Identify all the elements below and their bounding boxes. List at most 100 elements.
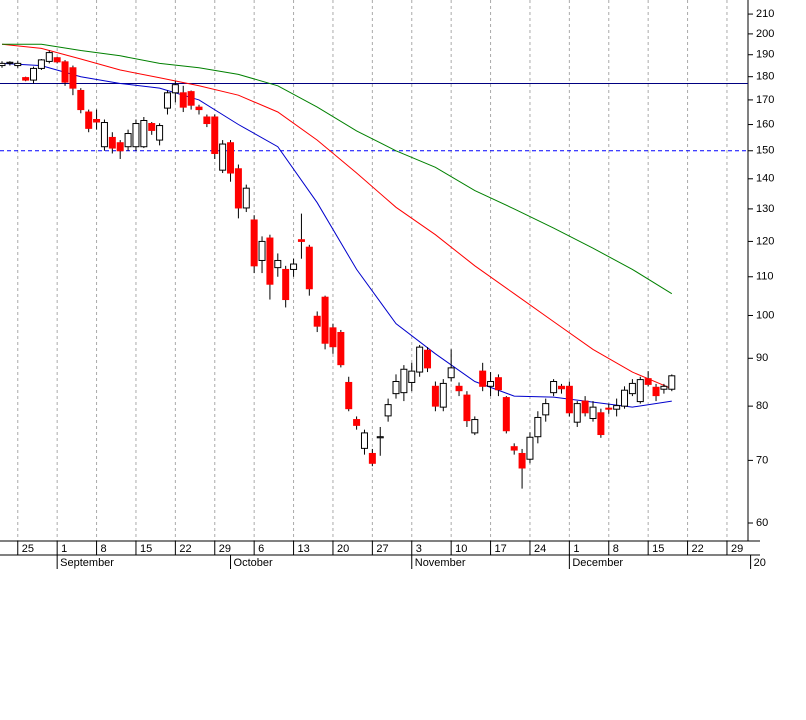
- x-tick-label: 1: [573, 543, 579, 555]
- candle-body: [652, 386, 660, 397]
- candle-body: [195, 106, 203, 111]
- candle-body: [0, 62, 6, 67]
- x-tick-label: 27: [376, 543, 388, 555]
- candle-body: [565, 385, 573, 414]
- candle-body: [581, 400, 589, 414]
- candle-body: [644, 378, 652, 385]
- y-tick-label: 190: [756, 49, 774, 61]
- moving-average: [2, 43, 673, 295]
- candle-body: [250, 219, 258, 267]
- x-tick-label: 29: [731, 543, 743, 555]
- x-tick-label: 22: [692, 543, 704, 555]
- y-tick-label: 90: [756, 352, 768, 364]
- month-label: 20: [754, 557, 766, 569]
- candle-body: [416, 346, 424, 373]
- x-tick-label: 1: [61, 543, 67, 555]
- candle-body: [384, 404, 392, 417]
- candle-body: [290, 263, 298, 270]
- candle-body: [329, 327, 337, 348]
- candle-body: [463, 394, 471, 422]
- moving-average: [1, 62, 672, 408]
- candle-body: [526, 436, 534, 460]
- candle-body: [550, 381, 558, 394]
- x-tick-label: 10: [455, 543, 467, 555]
- candle-body: [321, 296, 329, 344]
- candle-body: [132, 123, 140, 148]
- candle-body: [424, 349, 432, 369]
- candle-body: [621, 389, 629, 407]
- y-tick-label: 120: [756, 235, 774, 247]
- candle-body: [557, 385, 565, 390]
- candle-body: [108, 136, 116, 149]
- x-tick-label: 6: [258, 543, 264, 555]
- candle-body: [431, 385, 439, 407]
- y-tick-label: 140: [756, 173, 774, 185]
- candle-body: [171, 84, 179, 94]
- candle-body: [494, 377, 502, 391]
- y-tick-label: 110: [756, 271, 774, 283]
- month-label: October: [234, 557, 273, 569]
- candle-body: [589, 406, 597, 420]
- x-tick-label: 24: [534, 543, 546, 555]
- candle-body: [605, 407, 613, 410]
- y-tick-label: 180: [756, 71, 774, 83]
- candle-body: [227, 142, 235, 174]
- candle-body: [45, 52, 53, 62]
- candle-body: [156, 125, 164, 141]
- candle-body: [69, 67, 77, 89]
- candle-body: [85, 111, 93, 129]
- month-label: December: [572, 557, 623, 569]
- candle-body: [100, 122, 108, 148]
- x-tick-label: 8: [613, 543, 619, 555]
- candle-body: [61, 61, 69, 83]
- moving-average: [1, 43, 672, 390]
- candle-body: [455, 385, 463, 392]
- candle-body: [124, 133, 132, 148]
- candle-body: [636, 379, 644, 403]
- candle-body: [345, 381, 353, 410]
- month-label: November: [415, 557, 466, 569]
- candle-body: [439, 382, 447, 408]
- candle-body: [297, 239, 305, 242]
- candle-body: [266, 237, 274, 285]
- candle-body: [140, 119, 148, 148]
- x-tick-label: 3: [416, 543, 422, 555]
- candle-body: [368, 452, 376, 464]
- candle-body: [502, 397, 510, 432]
- candle-body: [573, 403, 581, 423]
- candle-body: [116, 142, 124, 152]
- candle-body: [392, 381, 400, 395]
- candle-body: [93, 118, 101, 123]
- y-tick-label: 160: [756, 118, 774, 130]
- candle-body: [447, 367, 455, 379]
- candle-body: [360, 432, 368, 449]
- candle-body: [305, 246, 313, 290]
- candle-body: [628, 382, 636, 395]
- candle-body: [660, 385, 668, 390]
- candle-body: [597, 412, 605, 436]
- x-tick-label: 8: [101, 543, 107, 555]
- candle-body: [258, 240, 266, 261]
- candle-body: [211, 116, 219, 154]
- y-tick-label: 210: [756, 8, 774, 20]
- candle-body: [313, 315, 321, 327]
- y-tick-label: 200: [756, 28, 774, 40]
- month-label: September: [60, 557, 114, 569]
- candle-body: [148, 123, 156, 131]
- x-tick-label: 13: [298, 543, 310, 555]
- candle-body: [542, 403, 550, 416]
- y-tick-label: 150: [756, 145, 774, 157]
- y-tick-label: 100: [756, 309, 774, 321]
- x-tick-label: 17: [495, 543, 507, 555]
- candle-body: [163, 92, 171, 109]
- candle-body: [242, 187, 250, 209]
- y-tick-label: 170: [756, 94, 774, 106]
- x-tick-label: 15: [652, 543, 664, 555]
- candle-body: [400, 368, 408, 394]
- y-tick-label: 130: [756, 203, 774, 215]
- candle-body: [534, 416, 542, 438]
- x-tick-label: 15: [140, 543, 152, 555]
